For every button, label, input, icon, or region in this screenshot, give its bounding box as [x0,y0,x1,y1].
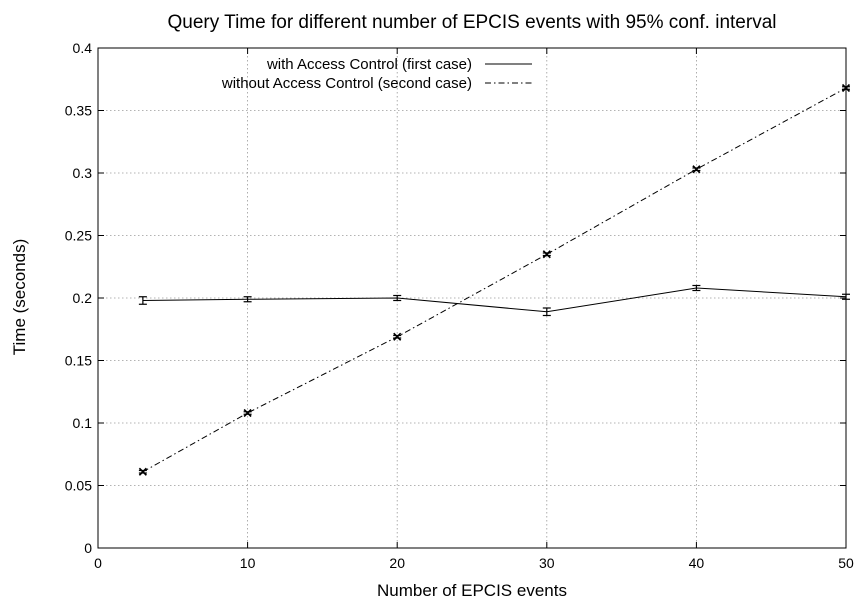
data-point-marker [841,83,851,93]
legend-label-1: with Access Control (first case) [266,56,472,73]
series-2-line [142,87,847,473]
y-tick-label: 0.35 [65,103,92,119]
y-axis-label: Time (seconds) [10,239,29,356]
data-point-marker [138,467,147,476]
x-tick-label: 50 [838,555,854,571]
data-point-marker [243,408,252,418]
legend-label-2: without Access Control (second case) [221,75,472,92]
y-tick-label: 0.25 [65,228,92,244]
y-tick-label: 0.05 [65,478,92,494]
data-point-marker [692,165,701,174]
grid [98,48,846,548]
y-tick-label: 0.3 [73,165,93,181]
y-tick-label: 0.4 [73,40,93,56]
x-tick-label: 20 [389,555,405,571]
series-1-line [142,287,847,313]
x-tick-label: 30 [539,555,555,571]
x-axis-label: Number of EPCIS events [377,581,567,600]
data-point-marker [542,250,551,259]
y-tick-label: 0.15 [65,353,92,369]
y-tick-label: 0.1 [73,415,93,431]
data-point-marker [393,332,402,341]
x-tick-label: 10 [240,555,256,571]
legend: with Access Control (first case) without … [221,56,532,92]
chart-title: Query Time for different number of EPCIS… [168,12,777,33]
y-tick-label: 0.2 [73,290,93,306]
y-tick-label: 0 [84,540,92,556]
series-1 [138,284,850,317]
series-layer [138,83,851,476]
x-tick-label: 40 [689,555,705,571]
x-tick-label: 0 [94,555,102,571]
axis-ticks: 0 10 20 30 40 50 0 0.05 0.1 0.15 0.2 0.25 0.3 0.35 0.4 [65,40,854,571]
series-2 [138,83,851,476]
